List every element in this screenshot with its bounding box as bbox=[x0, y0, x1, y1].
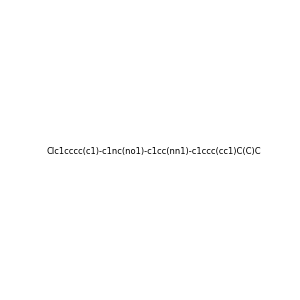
Text: Clc1cccc(c1)-c1nc(no1)-c1cc(nn1)-c1ccc(cc1)C(C)C: Clc1cccc(c1)-c1nc(no1)-c1cc(nn1)-c1ccc(c… bbox=[46, 147, 261, 156]
